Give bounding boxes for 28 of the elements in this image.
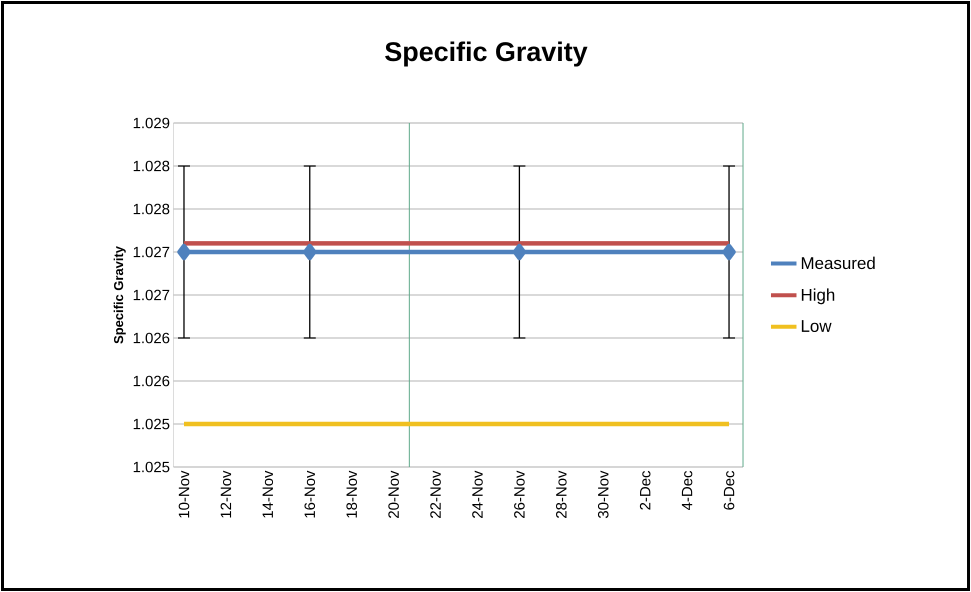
x-tick-label: 16-Nov	[304, 470, 316, 518]
legend-label: Low	[802, 320, 832, 332]
y-tick-label: 1.027	[134, 246, 170, 258]
y-axis-title: Specific Gravity	[114, 246, 126, 344]
x-tick-label: 30-Nov	[598, 470, 609, 518]
x-tick-label: 24-Nov	[472, 470, 483, 518]
y-tick-label: 1.025	[134, 418, 170, 430]
x-tick-label: 28-Nov	[556, 470, 567, 518]
chart-title: Specific Gravity	[385, 41, 588, 67]
x-tick-label: 22-Nov	[430, 470, 441, 518]
x-tick-label: 6-Dec	[724, 470, 734, 510]
y-tick-label: 1.026	[134, 332, 170, 344]
y-tick-label: 1.025	[134, 462, 170, 472]
x-tick-label: 10-Nov	[178, 470, 190, 518]
legend-label: Measured	[802, 256, 875, 270]
x-tick-label: 18-Nov	[346, 470, 357, 518]
x-tick-label: 14-Nov	[262, 470, 274, 518]
y-tick-label: 1.027	[134, 290, 170, 300]
x-tick-label: 4-Dec	[682, 470, 692, 510]
x-tick-label: 20-Nov	[388, 470, 399, 518]
y-tick-label: 1.028	[134, 204, 170, 214]
legend-label: High	[802, 288, 834, 304]
x-tick-label: 26-Nov	[514, 470, 525, 518]
y-tick-label: 1.028	[134, 160, 170, 172]
x-tick-label: 12-Nov	[220, 470, 232, 518]
y-tick-label: 1.029	[134, 118, 170, 128]
y-tick-label: 1.026	[134, 376, 170, 386]
x-tick-label: 2-Dec	[640, 470, 650, 510]
